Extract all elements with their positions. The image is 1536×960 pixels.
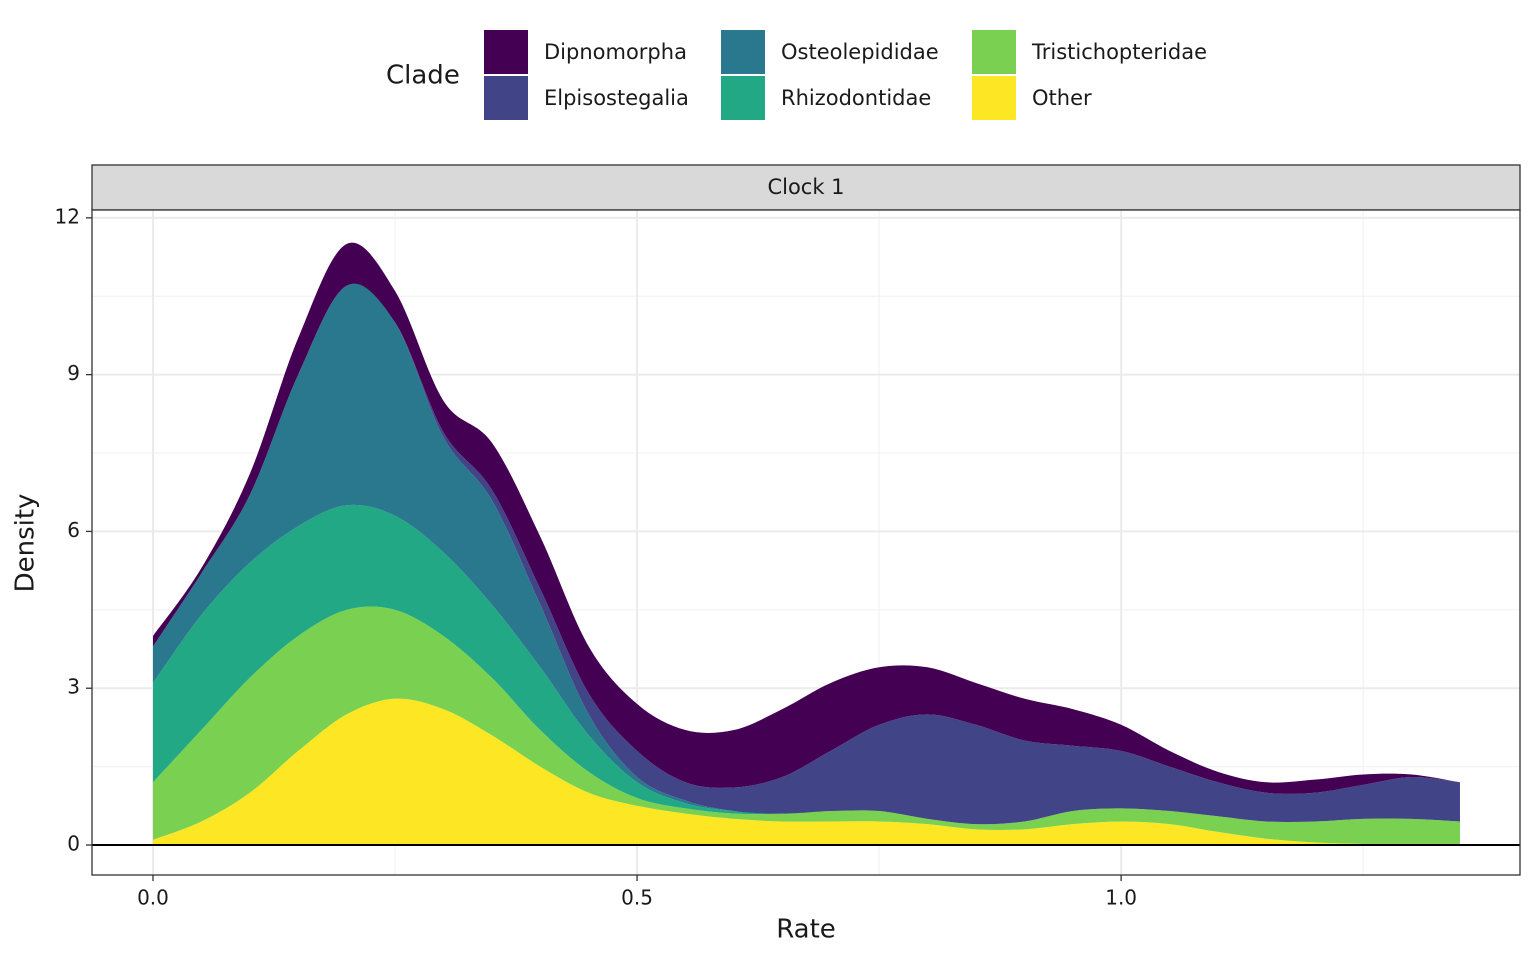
facet-strip	[91, 164, 1521, 211]
y-tick-label: 6	[67, 518, 80, 542]
legend-key	[721, 30, 765, 74]
legend-label: Elpisostegalia	[544, 86, 689, 110]
legend-label: Dipnomorpha	[544, 40, 687, 64]
y-tick-label: 3	[67, 675, 80, 699]
x-tick-label: 1.0	[1105, 886, 1137, 910]
y-axis-title: Density	[11, 494, 41, 593]
density-area	[152, 504, 1460, 825]
legend-key	[721, 76, 765, 120]
legend-label: Other	[1032, 86, 1092, 110]
legend-title: Clade	[386, 61, 460, 91]
x-tick-label: 0.5	[621, 886, 653, 910]
y-tick-label: 0	[67, 832, 80, 856]
legend-key	[484, 76, 528, 120]
y-tick-label: 9	[67, 361, 80, 385]
areas	[152, 242, 1460, 846]
legend-key	[972, 76, 1016, 120]
facet-label: Clock 1	[767, 175, 844, 199]
legend-key	[484, 30, 528, 74]
panel-border	[91, 209, 1521, 876]
x-tick-label: 0.0	[137, 886, 169, 910]
legend-label: Tristichopteridae	[1031, 40, 1207, 64]
y-tick-label: 12	[55, 204, 80, 228]
legend-label: Osteolepididae	[781, 40, 939, 64]
legend-key	[972, 30, 1016, 74]
x-axis-title: Rate	[776, 915, 836, 945]
legend-label: Rhizodontidae	[781, 86, 931, 110]
density-area	[152, 698, 1460, 846]
